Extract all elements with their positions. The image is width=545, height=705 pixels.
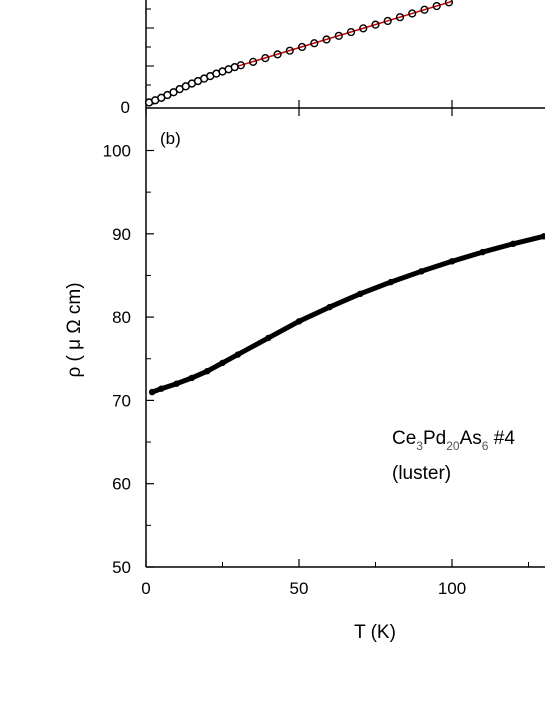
sample-note: (luster) xyxy=(392,463,451,484)
panel-a-red-point xyxy=(395,13,405,22)
panel-b-x-tick-labels: 050100150200250 xyxy=(141,579,466,598)
sample-label: Ce3Pd20As6 #4 xyxy=(392,428,515,453)
data-point xyxy=(540,233,545,240)
panel-b-label: (b) xyxy=(160,129,181,148)
data-point xyxy=(479,248,486,256)
panel-a-red-point xyxy=(444,0,454,7)
sample-label-pd: Pd xyxy=(423,428,446,449)
panel-b-x-ticks xyxy=(145,108,529,567)
panel-a-red-point xyxy=(371,20,380,29)
panel-a-red-point xyxy=(297,42,307,52)
panel-a-red-point xyxy=(432,1,441,11)
x-tick-label: 0 xyxy=(141,579,150,598)
panel-b-data-curve xyxy=(148,233,545,396)
x-axis-title: T (K) xyxy=(354,622,396,643)
panel-a: 0 xyxy=(121,0,545,117)
y-tick-label: 90 xyxy=(112,225,131,244)
panel-a-red-point xyxy=(322,35,331,44)
panel-a-fit-line xyxy=(237,0,453,67)
panel-a-y-tick-label: 0 xyxy=(121,98,130,117)
data-point xyxy=(448,258,456,265)
y-axis-title: ρ ( μ Ω cm) xyxy=(64,282,85,377)
data-point xyxy=(204,368,211,375)
panel-a-y-ticks xyxy=(146,8,154,105)
data-point xyxy=(387,278,394,286)
data-point xyxy=(510,240,517,247)
panel-a-red-point xyxy=(334,31,343,40)
data-point xyxy=(148,388,156,396)
sample-label-sub-3: 3 xyxy=(416,439,423,453)
data-point xyxy=(173,380,180,387)
sample-label-number: #4 xyxy=(488,428,515,449)
sample-label-as: As xyxy=(460,428,482,449)
data-point xyxy=(357,290,364,297)
panel-a-red-point xyxy=(346,27,356,37)
panel-a-x-ticks xyxy=(145,100,453,108)
panel-a-red-point xyxy=(273,50,282,59)
data-point xyxy=(234,351,241,358)
panel-a-red-point xyxy=(383,16,392,26)
panel-a-red-point xyxy=(236,61,245,70)
panel-a-red-point xyxy=(408,9,417,18)
sample-label-sub-20: 20 xyxy=(446,439,460,453)
panel-b-y-ticks xyxy=(146,149,154,568)
panel-a-black-points xyxy=(144,62,239,107)
y-tick-label: 80 xyxy=(112,308,131,327)
sample-label-sub-6: 6 xyxy=(482,439,489,453)
y-tick-label: 70 xyxy=(112,391,131,410)
panel-a-red-point xyxy=(249,57,258,66)
data-point xyxy=(326,303,333,311)
y-tick-label: 60 xyxy=(112,475,131,494)
panel-b-y-tick-labels: 50 60 70 80 90 100 xyxy=(103,142,131,578)
data-point xyxy=(295,318,303,325)
sample-label-ce: Ce xyxy=(392,428,416,449)
y-tick-label: 100 xyxy=(103,142,131,161)
data-point xyxy=(265,334,272,342)
panel-a-red-point xyxy=(261,54,270,63)
panel-a-red-point xyxy=(420,5,429,14)
data-point xyxy=(219,359,226,367)
panel-a-red-point xyxy=(310,39,319,48)
y-tick-label: 50 xyxy=(112,558,131,577)
panel-a-red-point xyxy=(359,24,368,33)
x-tick-label: 50 xyxy=(290,579,309,598)
resistivity-curve xyxy=(149,233,545,395)
data-point xyxy=(188,374,196,382)
data-point xyxy=(158,385,165,392)
panel-a-red-points xyxy=(236,0,454,70)
panel-a-red-point xyxy=(285,46,294,55)
data-point xyxy=(418,268,425,275)
x-tick-label: 100 xyxy=(438,579,466,598)
